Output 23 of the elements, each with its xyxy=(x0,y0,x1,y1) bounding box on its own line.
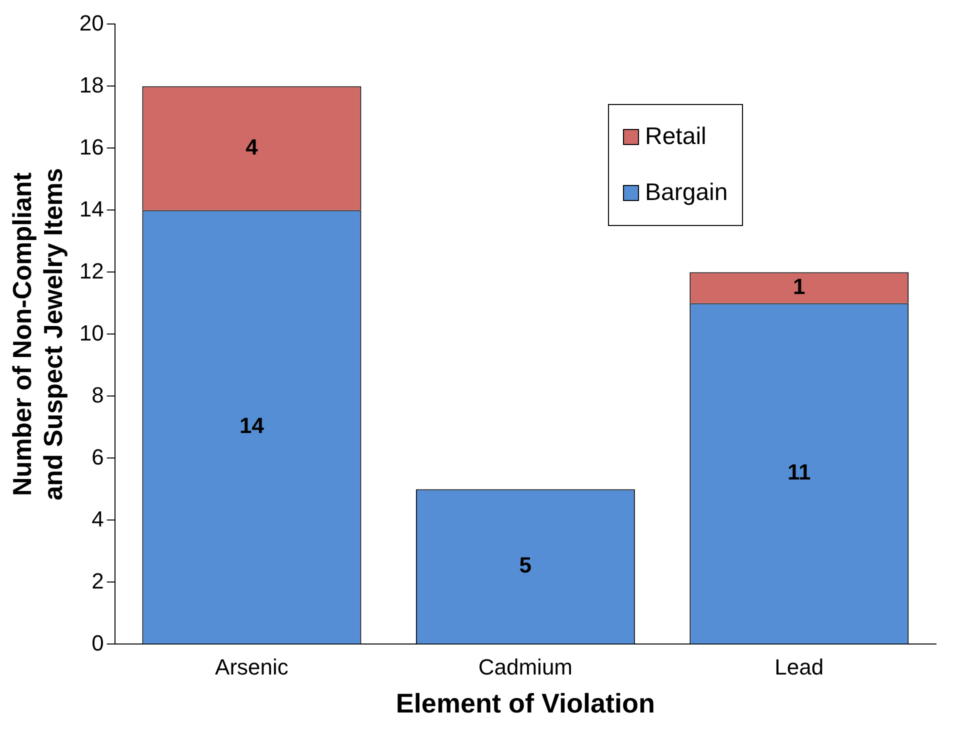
y-tick-label: 6 xyxy=(92,444,104,470)
y-tick-label: 10 xyxy=(79,320,104,346)
legend-label: Bargain xyxy=(645,179,728,207)
x-axis-title: Element of Violation xyxy=(396,688,655,718)
y-tick-label: 4 xyxy=(92,506,104,532)
y-tick-label: 12 xyxy=(79,258,104,284)
y-tick-label: 20 xyxy=(79,10,104,36)
data-label: 14 xyxy=(239,413,265,438)
data-label: 4 xyxy=(246,134,259,160)
data-label: 5 xyxy=(519,552,532,578)
data-label: 1 xyxy=(793,274,806,299)
y-tick-label: 8 xyxy=(92,382,104,408)
y-tick-label: 14 xyxy=(79,196,104,222)
y-tick-label: 2 xyxy=(92,568,104,594)
x-tick-label: Cadmium xyxy=(478,654,573,680)
y-tick-label: 0 xyxy=(92,630,104,656)
data-label: 11 xyxy=(788,460,811,485)
x-tick-label: Arsenic xyxy=(215,654,288,680)
y-tick-label: 16 xyxy=(79,134,104,160)
x-tick-label: Lead xyxy=(774,654,824,680)
y-tick-label: 18 xyxy=(79,72,104,98)
y-axis-title: Number of Non-Compliant and Suspect Jewelry Items xyxy=(6,168,68,500)
legend-label: Retail xyxy=(645,123,706,151)
